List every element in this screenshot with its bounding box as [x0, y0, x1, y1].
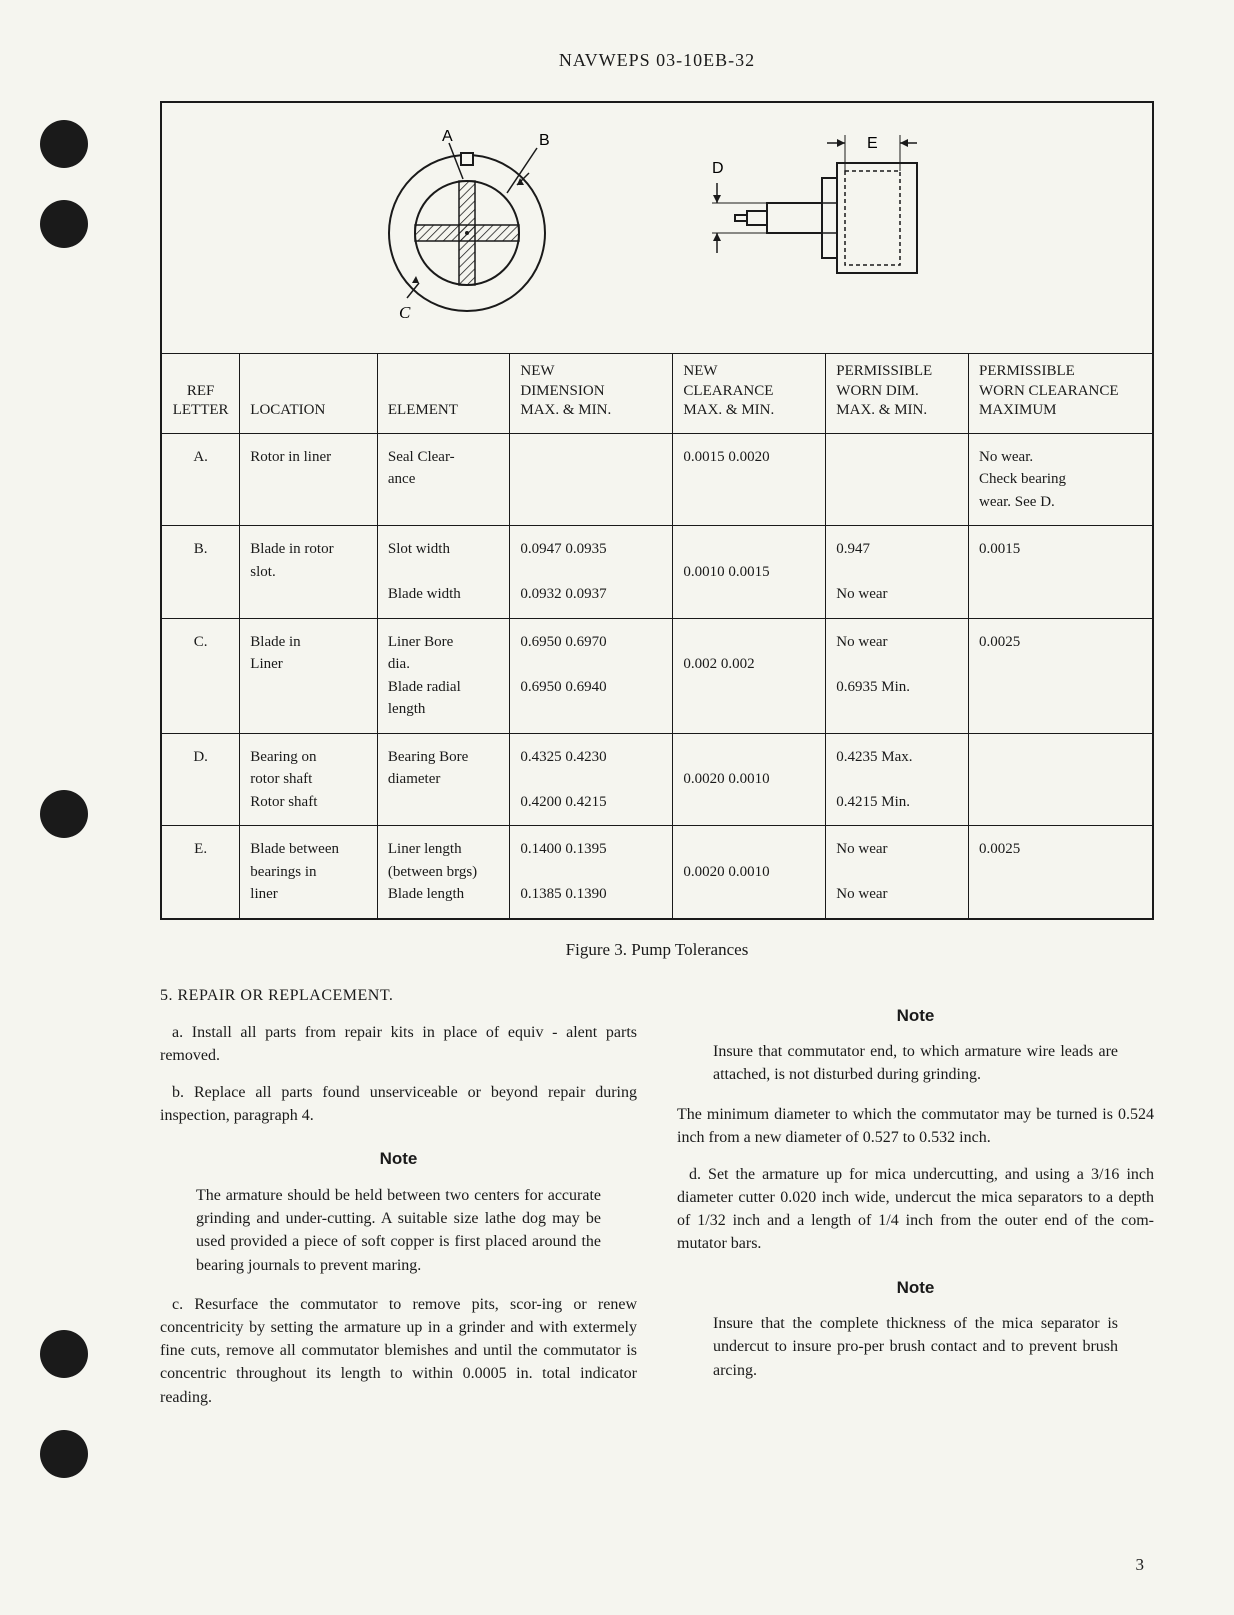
figure-container: A B C [160, 101, 1154, 920]
col-header: PERMISSIBLE WORN CLEARANCE MAXIMUM [968, 354, 1152, 433]
table-row: C.Blade in LinerLiner Bore dia. Blade ra… [162, 618, 1152, 733]
table-cell: 0.0020 0.0010 [673, 733, 826, 826]
punch-hole [40, 200, 88, 248]
table-cell: 0.0020 0.0010 [673, 826, 826, 918]
punch-hole [40, 790, 88, 838]
table-row: E.Blade between bearings in linerLiner l… [162, 826, 1152, 918]
rotor-cross-section-diagram: A B C [357, 123, 577, 333]
table-cell: 0.4325 0.4230 0.4200 0.4215 [510, 733, 673, 826]
table-cell: 0.0015 [968, 526, 1152, 619]
col-header: NEW CLEARANCE MAX. & MIN. [673, 354, 826, 433]
table-cell: 0.0010 0.0015 [673, 526, 826, 619]
paragraph: c. Resurface the commutator to remove pi… [160, 1293, 637, 1409]
paragraph: b. Replace all parts found unserviceable… [160, 1081, 637, 1127]
table-cell: Bearing on rotor shaft Rotor shaft [240, 733, 378, 826]
table-cell: E. [162, 826, 240, 918]
col-header: LOCATION [240, 354, 378, 433]
table-cell: D. [162, 733, 240, 826]
table-cell: 0.947 No wear [826, 526, 969, 619]
table-cell: No wear. Check bearing wear. See D. [968, 433, 1152, 526]
body-text: 5. REPAIR OR REPLACEMENT. a. Install all… [160, 984, 1154, 1423]
table-cell [826, 433, 969, 526]
paragraph: The minimum diameter to which the commut… [677, 1103, 1154, 1149]
table-cell: 0.4235 Max. 0.4215 Min. [826, 733, 969, 826]
table-cell: C. [162, 618, 240, 733]
table-cell: 0.002 0.002 [673, 618, 826, 733]
table-cell [510, 433, 673, 526]
right-column: Note Insure that commutator end, to whic… [677, 984, 1154, 1423]
table-cell: 0.1400 0.1395 0.1385 0.1390 [510, 826, 673, 918]
label-d: D [712, 160, 724, 177]
table-cell: Rotor in liner [240, 433, 378, 526]
diagram-area: A B C [162, 103, 1152, 354]
table-cell: 0.0947 0.0935 0.0932 0.0937 [510, 526, 673, 619]
table-cell: No wear No wear [826, 826, 969, 918]
left-column: 5. REPAIR OR REPLACEMENT. a. Install all… [160, 984, 637, 1423]
col-header: PERMISSIBLE WORN DIM. MAX. & MIN. [826, 354, 969, 433]
table-cell: Liner Bore dia. Blade radial length [377, 618, 509, 733]
paragraph: a. Install all parts from repair kits in… [160, 1021, 637, 1067]
table-row: D.Bearing on rotor shaft Rotor shaftBear… [162, 733, 1152, 826]
punch-hole [40, 1330, 88, 1378]
table-header-row: REF LETTER LOCATION ELEMENT NEW DIMENSIO… [162, 354, 1152, 433]
table-cell: Blade in rotor slot. [240, 526, 378, 619]
note-body: The armature should be held between two … [196, 1184, 601, 1277]
rotor-side-view-diagram: D E [697, 123, 957, 323]
table-cell: Blade in Liner [240, 618, 378, 733]
page-number: 3 [1136, 1555, 1145, 1575]
label-c: C [399, 303, 411, 322]
tolerances-table: REF LETTER LOCATION ELEMENT NEW DIMENSIO… [162, 354, 1152, 918]
table-cell: Seal Clear- ance [377, 433, 509, 526]
table-cell: No wear 0.6935 Min. [826, 618, 969, 733]
table-cell: 0.6950 0.6970 0.6950 0.6940 [510, 618, 673, 733]
table-cell: Bearing Bore diameter [377, 733, 509, 826]
section-heading: 5. REPAIR OR REPLACEMENT. [160, 984, 637, 1007]
punch-hole [40, 120, 88, 168]
note-heading: Note [677, 1004, 1154, 1029]
note-heading: Note [160, 1147, 637, 1172]
table-row: A.Rotor in linerSeal Clear- ance 0.0015 0… [162, 433, 1152, 526]
table-cell: A. [162, 433, 240, 526]
col-header: ELEMENT [377, 354, 509, 433]
table-cell: Slot width Blade width [377, 526, 509, 619]
punch-hole [40, 1430, 88, 1478]
label-b: B [539, 132, 550, 149]
table-cell: 0.0015 0.0020 [673, 433, 826, 526]
note-heading: Note [677, 1276, 1154, 1301]
table-row: B.Blade in rotor slot.Slot width Blade w… [162, 526, 1152, 619]
col-header: NEW DIMENSION MAX. & MIN. [510, 354, 673, 433]
paragraph: d. Set the armature up for mica undercut… [677, 1163, 1154, 1256]
document-header: NAVWEPS 03-10EB-32 [160, 50, 1154, 71]
figure-caption: Figure 3. Pump Tolerances [160, 940, 1154, 960]
table-cell [968, 733, 1152, 826]
label-a: A [442, 128, 453, 145]
table-cell: B. [162, 526, 240, 619]
col-header: REF LETTER [162, 354, 240, 433]
label-e: E [867, 135, 878, 152]
table-cell: 0.0025 [968, 826, 1152, 918]
table-cell: Liner length (between brgs) Blade length [377, 826, 509, 918]
note-body: Insure that the complete thickness of th… [713, 1312, 1118, 1382]
table-cell: 0.0025 [968, 618, 1152, 733]
note-body: Insure that commutator end, to which arm… [713, 1040, 1118, 1086]
table-cell: Blade between bearings in liner [240, 826, 378, 918]
